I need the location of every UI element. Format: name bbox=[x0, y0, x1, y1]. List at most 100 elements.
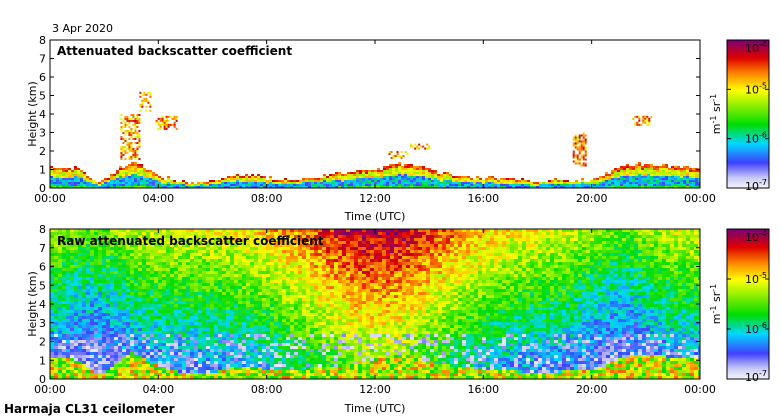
heatmap-cell bbox=[410, 170, 413, 172]
heatmap-cell bbox=[644, 168, 647, 170]
heatmap-cell bbox=[138, 331, 142, 334]
heatmap-cell bbox=[250, 277, 254, 280]
heatmap-cell bbox=[222, 340, 226, 343]
heatmap-cell bbox=[671, 186, 674, 188]
heatmap-cell bbox=[638, 162, 641, 164]
heatmap-cell bbox=[114, 304, 118, 307]
heatmap-cell bbox=[234, 313, 238, 316]
heatmap-cell bbox=[74, 277, 78, 280]
heatmap-cell bbox=[82, 307, 86, 310]
heatmap-cell bbox=[56, 172, 59, 174]
heatmap-cell bbox=[190, 274, 194, 277]
heatmap-cell bbox=[551, 182, 554, 184]
heatmap-cell bbox=[503, 184, 506, 186]
heatmap-cell bbox=[114, 349, 118, 352]
heatmap-cell bbox=[122, 259, 126, 262]
heatmap-cell bbox=[464, 180, 467, 182]
heatmap-cell bbox=[90, 349, 94, 352]
heatmap-cell bbox=[270, 277, 274, 280]
heatmap-cell bbox=[82, 343, 86, 346]
heatmap-cell bbox=[234, 235, 238, 238]
heatmap-cell bbox=[222, 313, 226, 316]
heatmap-cell bbox=[242, 262, 246, 265]
heatmap-cell bbox=[136, 150, 139, 152]
heatmap-cell bbox=[335, 172, 338, 174]
heatmap-cell bbox=[142, 313, 146, 316]
heatmap-cell bbox=[98, 262, 102, 265]
heatmap-cell bbox=[194, 376, 198, 379]
heatmap-cell bbox=[202, 364, 206, 367]
heatmap-cell bbox=[254, 349, 258, 352]
heatmap-cell bbox=[166, 274, 170, 277]
heatmap-cell bbox=[114, 244, 118, 247]
heatmap-cell bbox=[230, 376, 234, 379]
heatmap-cell bbox=[698, 182, 700, 184]
heatmap-cell bbox=[78, 319, 82, 322]
heatmap-cell bbox=[602, 182, 605, 184]
heatmap-cell bbox=[122, 364, 126, 367]
heatmap-cell bbox=[62, 262, 66, 265]
heatmap-cell bbox=[138, 241, 142, 244]
heatmap-cell bbox=[74, 343, 78, 346]
heatmap-cell bbox=[90, 313, 94, 316]
heatmap-cell bbox=[389, 184, 392, 186]
heatmap-cell bbox=[209, 184, 212, 186]
heatmap-cell bbox=[194, 355, 198, 358]
heatmap-cell bbox=[138, 373, 142, 376]
heatmap-cell bbox=[166, 250, 170, 253]
heatmap-cell bbox=[164, 182, 167, 184]
heatmap-cell bbox=[413, 174, 416, 176]
heatmap-cell bbox=[488, 176, 491, 178]
heatmap-cell bbox=[274, 355, 278, 358]
heatmap-cell bbox=[198, 307, 202, 310]
heatmap-cell bbox=[78, 373, 82, 376]
y-tick-label: 6 bbox=[39, 71, 46, 84]
heatmap-cell bbox=[635, 174, 638, 176]
heatmap-cell bbox=[206, 182, 209, 184]
heatmap-cell bbox=[78, 328, 82, 331]
heatmap-cell bbox=[680, 170, 683, 172]
heatmap-cell bbox=[605, 182, 608, 184]
heatmap-cell bbox=[166, 286, 170, 289]
heatmap-cell bbox=[128, 166, 131, 168]
heatmap-cell bbox=[635, 166, 638, 168]
heatmap-cell bbox=[54, 241, 58, 244]
heatmap-cell bbox=[66, 229, 70, 232]
heatmap-cell bbox=[210, 250, 214, 253]
heatmap-cell bbox=[290, 325, 294, 328]
heatmap-cell bbox=[311, 186, 314, 188]
heatmap-cell bbox=[326, 186, 329, 188]
heatmap-cell bbox=[194, 316, 198, 319]
heatmap-cell bbox=[54, 349, 58, 352]
heatmap-cell bbox=[62, 286, 66, 289]
heatmap-cell bbox=[166, 295, 170, 298]
heatmap-cell bbox=[234, 253, 238, 256]
heatmap-cell bbox=[110, 346, 114, 349]
heatmap-cell bbox=[202, 316, 206, 319]
heatmap-cell bbox=[413, 180, 416, 182]
heatmap-cell bbox=[395, 168, 398, 170]
heatmap-cell bbox=[132, 114, 135, 116]
heatmap-cell bbox=[398, 178, 401, 180]
heatmap-cell bbox=[102, 319, 106, 322]
heatmap-cell bbox=[272, 186, 275, 188]
heatmap-cell bbox=[166, 232, 170, 235]
heatmap-cell bbox=[578, 186, 581, 188]
heatmap-cell bbox=[383, 172, 386, 174]
heatmap-cell bbox=[683, 184, 686, 186]
heatmap-cell bbox=[54, 265, 58, 268]
heatmap-cell bbox=[287, 182, 290, 184]
heatmap-cell bbox=[262, 235, 266, 238]
heatmap-cell bbox=[282, 307, 286, 310]
heatmap-cell bbox=[214, 292, 218, 295]
heatmap-cell bbox=[278, 322, 282, 325]
heatmap-cell bbox=[134, 340, 138, 343]
heatmap-cell bbox=[150, 268, 154, 271]
heatmap-cell bbox=[636, 115, 639, 118]
heatmap-cell bbox=[197, 186, 200, 188]
heatmap-cell bbox=[114, 235, 118, 238]
heatmap-cell bbox=[210, 313, 214, 316]
heatmap-cell bbox=[347, 186, 350, 188]
heatmap-cell bbox=[54, 238, 58, 241]
heatmap-cell bbox=[146, 331, 150, 334]
